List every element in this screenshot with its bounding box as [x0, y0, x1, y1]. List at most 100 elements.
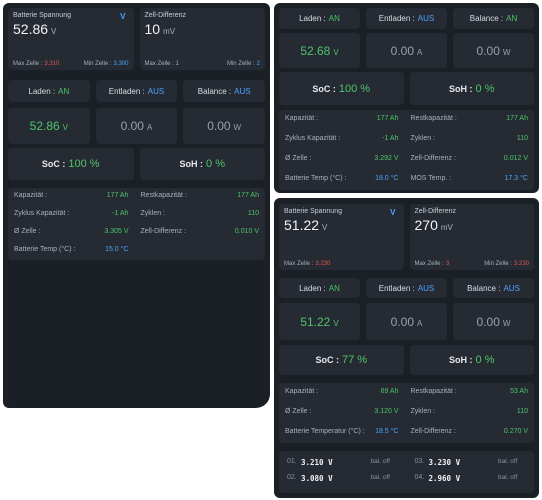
- info-label: Zell-Differenz :: [140, 228, 186, 235]
- max-label: Max Zelle :: [414, 261, 444, 267]
- status-label: Laden :: [28, 86, 56, 96]
- min-label: Min Zelle :: [484, 261, 512, 267]
- sparkline: [32, 38, 132, 60]
- status-label: Entladen :: [378, 283, 415, 293]
- min-value: 3.230: [513, 261, 529, 267]
- card-value-row: 10 mV: [145, 21, 176, 37]
- max-label: Max Zelle :: [13, 61, 43, 67]
- health-value: 0 %: [206, 158, 225, 170]
- info-label: Zyklen :: [140, 210, 166, 217]
- info-label: MOS Temp. :: [410, 175, 452, 182]
- reading-value: 52.68: [300, 43, 331, 58]
- status-box: Balance : AN: [453, 8, 534, 29]
- health-label: SoC :: [315, 355, 339, 365]
- card-footer-left: Max Zelle :3: [415, 261, 450, 267]
- cell-index: 03.: [414, 458, 425, 465]
- status-label: Laden :: [299, 14, 326, 23]
- card-value: 52.86: [13, 21, 49, 37]
- reading-unit: A: [417, 47, 423, 57]
- min-label: Min Zelle :: [226, 61, 255, 67]
- info-value: -1 Ah: [382, 135, 399, 142]
- info-label: Restkapazität :: [410, 115, 457, 122]
- card-value: 270: [414, 217, 438, 233]
- info-label: Zyklus Kapazität :: [285, 135, 341, 142]
- reading-value: 51.22: [300, 314, 331, 329]
- info-label: Zyklen :: [410, 408, 436, 415]
- info-label: Zell-Differenz :: [410, 428, 456, 435]
- card-unit: mV: [163, 27, 176, 36]
- info-value: -1 Ah: [112, 210, 129, 217]
- cell-index: 04.: [414, 474, 425, 481]
- card-title: Batterie Spannung: [284, 208, 342, 215]
- info-label: Batterie Temp (°C) :: [14, 246, 76, 253]
- card-value-row: 270 mV: [415, 217, 453, 233]
- info-box: Kapazität : 69 Ah Ø Zelle : 3.120 V Batterie…: [279, 383, 534, 443]
- status-box: Entladen : AUS: [95, 80, 178, 102]
- min-value: 3.300: [113, 61, 129, 67]
- diff-card: Zell-Differenz 270 mV Max Zelle :3 Min Zelle…: [409, 204, 534, 270]
- info-label: Kapazität :: [285, 115, 319, 122]
- health-box: SoC :100 %: [8, 148, 134, 180]
- status-label: Balance :: [467, 283, 501, 293]
- sparkline: [303, 234, 403, 256]
- status-box: Entladen : AUS: [366, 8, 447, 29]
- health-box: SoH :0 %: [409, 72, 534, 105]
- reading-box: 51.22 V: [279, 303, 360, 340]
- reading-value: 0.00: [476, 43, 500, 58]
- max-value: 3: [445, 261, 450, 267]
- reading-box: 52.68 V: [279, 33, 360, 68]
- info-value: 177 Ah: [376, 115, 399, 122]
- status-label: Balance :: [197, 86, 232, 96]
- info-label: Zell-Differenz :: [410, 155, 456, 162]
- info-value: 53 Ah: [510, 388, 528, 395]
- reading-unit: W: [502, 318, 511, 328]
- status-box: Laden : AN: [279, 8, 360, 29]
- health-value: 77 %: [341, 354, 368, 366]
- reading-unit: V: [333, 47, 339, 57]
- status-label: Balance :: [469, 14, 504, 23]
- reading-unit: A: [417, 318, 423, 328]
- status-value: AUS: [503, 283, 520, 293]
- reading-unit: W: [233, 123, 242, 132]
- status-label: Entladen :: [378, 14, 415, 23]
- info-value: 18.0 °C: [375, 175, 399, 182]
- health-label: SoH :: [179, 159, 204, 169]
- info-label: Batterie Temp (°C) :: [285, 175, 347, 182]
- health-label: SoH :: [449, 83, 473, 94]
- info-box: Kapazität : 177 Ah Zyklus Kapazität : -1 Ah…: [8, 188, 265, 260]
- card-title: Zell-Differenz: [144, 12, 187, 19]
- cell-index: 02.: [287, 474, 297, 481]
- status-value: AN: [506, 14, 518, 23]
- info-value: 110: [516, 408, 528, 415]
- status-value: AUS: [234, 86, 251, 96]
- reading-unit: V: [62, 123, 69, 132]
- info-value: 177 Ah: [237, 192, 259, 199]
- reading-value: 52.86: [29, 119, 60, 133]
- reading-box: 52.86 V: [8, 108, 90, 144]
- card-footer-left: Max Zelle : 1: [145, 61, 181, 67]
- status-value: AUS: [147, 86, 165, 96]
- cell-voltage: 3.230 V: [428, 458, 461, 467]
- health-label: SoH :: [449, 355, 473, 365]
- max-label: Max Zelle : 1: [144, 61, 179, 67]
- info-value: 177 Ah: [506, 115, 528, 122]
- info-value: 3.305 V: [104, 228, 129, 235]
- min-value: 2: [256, 61, 260, 67]
- status-value: AUS: [417, 283, 435, 293]
- health-box: SoC :77 %: [279, 345, 404, 375]
- diff-card: Zell-Differenz 10 mV Max Zelle : 1 Min Zelle…: [139, 8, 265, 70]
- info-value: 3.120 V: [374, 408, 399, 415]
- warning-icon: [516, 208, 528, 219]
- cell-balance: bal. off: [370, 474, 390, 481]
- info-label: Ø Zelle :: [285, 408, 312, 415]
- info-label: Kapazität :: [14, 192, 48, 199]
- card-unit: mV: [440, 223, 453, 232]
- status-box: Balance : AUS: [453, 278, 534, 298]
- reading-value: 0.00: [390, 43, 414, 58]
- status-value: AUS: [417, 14, 435, 23]
- reading-box: 0.00 A: [366, 33, 447, 68]
- status-value: AN: [328, 14, 340, 23]
- panel: Batterie Spannung 51.22 V Max Zelle :3.230 V…: [274, 198, 539, 498]
- card-footer-right: Min Zelle :3.230: [484, 261, 529, 267]
